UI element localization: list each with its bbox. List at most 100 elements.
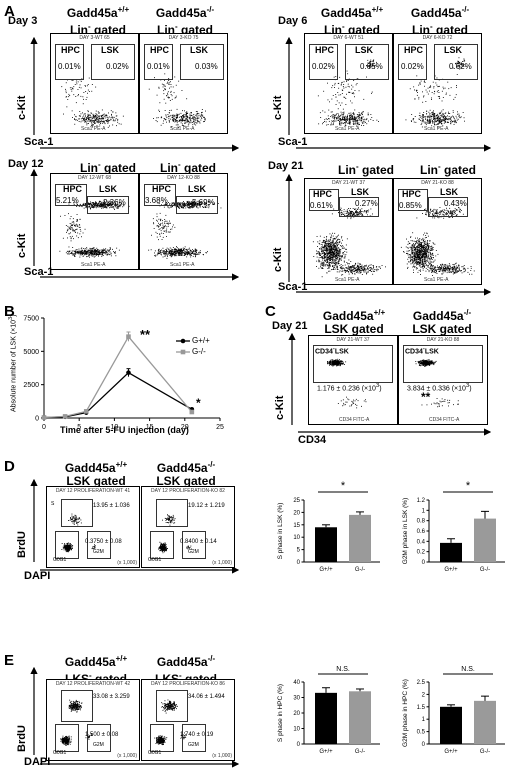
category-label: G-/- xyxy=(480,749,490,755)
scatter-dots xyxy=(415,359,459,408)
tick-note: (x 1,000) xyxy=(117,560,137,566)
series-line-ko xyxy=(43,335,193,419)
lsk-gate xyxy=(428,197,468,217)
plot-title: DAY 3-KO 75 xyxy=(168,35,199,41)
scatter-dots xyxy=(158,514,192,554)
hpc-gate xyxy=(398,189,428,211)
lsk-gate-label: LSK xyxy=(351,187,369,197)
a-ko-header-4: Lin- gated xyxy=(420,162,477,177)
lsk-value: 5.69% xyxy=(192,198,215,207)
facs-plot-day12-wt: DAY 12-WT 68 HPC LSK 5.21% 2.36% Sca1 PE… xyxy=(50,173,139,270)
y-tick-label: 1.2 xyxy=(417,498,426,504)
y-tick-label: 10 xyxy=(293,727,300,733)
facs-plot-day21-wt: DAY 21-WT 37 HPC LSK 0.61% 0.27% Sca1 PE… xyxy=(304,178,393,285)
lsk-gate xyxy=(345,44,389,80)
chart-b-ylabel: Absolute number of LSK (×103) xyxy=(8,314,18,412)
s-gate xyxy=(61,499,93,527)
s-value: 34.06 ± 1.494 xyxy=(188,694,225,700)
g0g1-gate xyxy=(150,724,174,752)
x-tick-label: 0 xyxy=(42,424,46,431)
s-gate xyxy=(156,499,188,527)
y-tick-label: 0 xyxy=(297,560,301,566)
plot-title: DAY 12 PROLIFERATION-KO 86 xyxy=(151,681,225,687)
y-tick-label: 0 xyxy=(35,416,39,423)
y-axis-label: S phase in HPC (%) xyxy=(277,684,284,742)
lsk-value: 0.02% xyxy=(106,62,129,71)
chart-b-xlabel: Time after 5-FU injection (day) xyxy=(60,425,189,435)
day3-label: Day 3 xyxy=(8,15,38,27)
hpc-value: 0.61% xyxy=(310,201,333,210)
data-point-wt xyxy=(126,370,131,375)
legend-ko: G-/- xyxy=(192,347,206,356)
y-tick-label: 20 xyxy=(293,711,300,717)
plot-title: DAY 12 PROLIFERATION-KO 82 xyxy=(151,488,225,494)
s-value: 19.12 ± 1.219 xyxy=(188,503,225,509)
y-tick-label: 0 xyxy=(422,560,426,566)
plot-title: DAY 12-WT 68 xyxy=(77,175,112,181)
data-point-ko xyxy=(62,414,68,419)
g2m-label: G2M xyxy=(188,549,199,555)
facs-plot-d-wt: DAY 12 PROLIFERATION-WT 41 S 13.95 ± 1.0… xyxy=(46,486,140,568)
legend-marker-wt xyxy=(180,338,186,344)
y-tick-label: 2.5 xyxy=(417,680,426,686)
lsk-gate-label: LSK xyxy=(190,45,208,55)
x-axis-label: Sca1 PE-A xyxy=(170,126,195,132)
scatter-dots xyxy=(317,59,379,127)
y-tick-label: 7500 xyxy=(23,316,39,323)
plot-title: DAY 12-KO 88 xyxy=(167,175,200,181)
lsk-gate xyxy=(180,44,224,80)
hpc-gate xyxy=(55,184,87,206)
x-tick-label: 20 xyxy=(181,424,189,431)
tick-note: (x 1,000) xyxy=(117,753,137,759)
hpc-gate-label: HPC xyxy=(315,45,335,55)
x-axis-label: Sca1 PE-A xyxy=(81,262,106,268)
plot-title: DAY 12 PROLIFERATION-WT 41 xyxy=(55,488,131,494)
g2m-gate xyxy=(182,531,206,559)
bar-ko xyxy=(474,518,496,562)
plot-title: DAY 21-KO 88 xyxy=(421,180,454,186)
data-point-ko xyxy=(83,409,89,414)
hpc-gate-label: HPC xyxy=(402,189,422,199)
hpc-value: 0.85% xyxy=(399,201,422,210)
cd34-lsk-gate xyxy=(403,345,483,383)
x-axis-label: CD34 FITC-A xyxy=(429,417,460,423)
g2m-gate xyxy=(87,724,111,752)
y-tick-label: 10 xyxy=(293,535,300,541)
scatter-dots xyxy=(400,207,475,276)
g2m-gate xyxy=(182,724,206,752)
c-sig: ** xyxy=(421,390,431,404)
y-tick-label: 0 xyxy=(422,742,426,748)
g0g1-label: G0G1 xyxy=(53,557,67,563)
lsk-gate xyxy=(434,44,478,80)
facs-plot-day3-ko: DAY 3-KO 75 HPC LSK 0.01% 0.03% Sca1 PE-… xyxy=(139,33,228,134)
gate-label: CD34-LSK xyxy=(405,346,439,356)
y-tick-label: 0.2 xyxy=(417,550,426,556)
lsk-gate-label: LSK xyxy=(440,187,458,197)
x-axis-label: Sca1 PE-A xyxy=(335,126,360,132)
scatter-dots xyxy=(61,513,96,553)
g0g1-label: G0G1 xyxy=(148,750,162,756)
lsk-value: 0.43% xyxy=(444,199,467,208)
g2m-label: G2M xyxy=(93,742,104,748)
plot-title: DAY 21-KO 88 xyxy=(426,337,460,343)
lsk-gate xyxy=(91,44,135,80)
y-tick-label: 15 xyxy=(293,523,300,529)
facs-plot-e-ko: DAY 12 PROLIFERATION-KO 86 34.06 ± 1.494… xyxy=(141,679,235,761)
day6-label: Day 6 xyxy=(278,15,308,27)
bar-wt xyxy=(440,542,462,562)
legend-wt: G+/+ xyxy=(192,336,210,345)
plot-title: DAY 21-WT 37 xyxy=(336,337,370,343)
hpc-gate xyxy=(398,44,427,80)
c-ko-header: Gadd45a-/- LSK gated xyxy=(412,308,472,336)
g0g1-gate xyxy=(55,531,79,559)
g2m-value: 1.500 ± 0.08 xyxy=(85,732,119,738)
plot-title: DAY 12 PROLIFERATION-WT 42 xyxy=(55,681,131,687)
category-label: G+/+ xyxy=(319,567,333,573)
scatter-dots xyxy=(154,699,187,746)
sca1-axis-label-3: Sca-1 xyxy=(24,266,54,278)
lsk-gate xyxy=(339,197,379,217)
facs-plot-day6-wt: DAY 6-WT 51 HPC LSK 0.02% 0.65% Sca1 PE-… xyxy=(304,33,393,134)
d-ko-header: Gadd45a-/- LSK gated xyxy=(156,460,216,488)
bar-chart-s-hpc: 0 10 20 30 40 G+/+ G-/- N.S. S phase in HPC (%) xyxy=(277,666,380,755)
y-axis-label: S phase in LSK (%) xyxy=(277,503,284,560)
